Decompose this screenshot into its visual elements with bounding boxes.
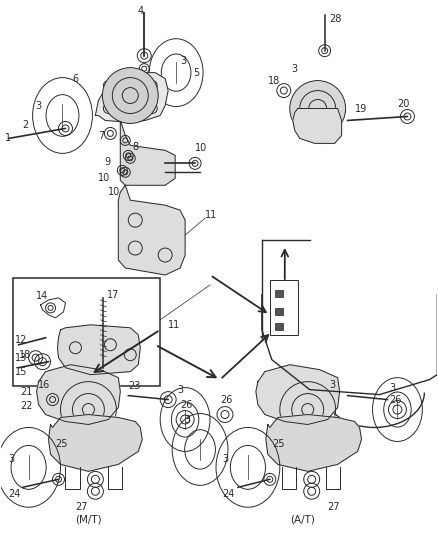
Text: 6: 6: [72, 74, 78, 84]
Text: 1: 1: [5, 133, 11, 143]
Text: 3: 3: [9, 455, 15, 464]
Polygon shape: [120, 120, 175, 185]
Polygon shape: [95, 72, 168, 123]
Text: 17: 17: [107, 290, 120, 300]
Text: 5: 5: [193, 68, 199, 78]
Polygon shape: [37, 365, 120, 424]
Bar: [275, 308, 283, 315]
Text: 3: 3: [389, 383, 396, 393]
Text: 27: 27: [328, 502, 340, 512]
Text: 27: 27: [75, 502, 88, 512]
Polygon shape: [49, 415, 142, 471]
Text: 25: 25: [272, 439, 284, 449]
Text: 28: 28: [330, 14, 342, 24]
Circle shape: [290, 80, 346, 136]
Text: 13: 13: [14, 353, 27, 363]
Text: 19: 19: [355, 103, 367, 114]
Text: 15: 15: [14, 367, 27, 377]
Text: 4: 4: [137, 6, 143, 16]
Text: 21: 21: [21, 386, 33, 397]
Text: 26: 26: [180, 400, 192, 409]
Text: 20: 20: [397, 99, 410, 109]
Text: 25: 25: [56, 439, 68, 449]
Text: 11: 11: [205, 210, 217, 220]
Text: 2: 2: [23, 120, 29, 131]
Text: 18: 18: [19, 350, 31, 360]
Polygon shape: [256, 365, 339, 424]
Text: 24: 24: [9, 489, 21, 499]
Text: 11: 11: [168, 320, 180, 330]
Text: 18: 18: [268, 76, 280, 86]
Bar: [13, 278, 160, 385]
Bar: [275, 290, 283, 297]
Text: 8: 8: [132, 142, 138, 152]
Text: 22: 22: [21, 401, 33, 410]
Text: 3: 3: [292, 63, 298, 74]
Text: 3: 3: [177, 385, 183, 394]
Polygon shape: [266, 415, 361, 471]
Text: 3: 3: [222, 455, 228, 464]
Text: 10: 10: [195, 143, 207, 154]
Text: 26: 26: [389, 394, 402, 405]
Text: (M/T): (M/T): [75, 514, 102, 524]
Bar: [275, 323, 283, 330]
Text: 9: 9: [104, 157, 110, 167]
Text: 7: 7: [99, 132, 105, 141]
Text: (A/T): (A/T): [290, 514, 314, 524]
Text: 10: 10: [99, 173, 111, 183]
Text: 10: 10: [108, 187, 120, 197]
Text: 26: 26: [220, 394, 233, 405]
Text: 3: 3: [180, 55, 186, 66]
Polygon shape: [57, 325, 140, 375]
Text: 3: 3: [184, 415, 190, 424]
Text: 16: 16: [38, 379, 50, 390]
Polygon shape: [118, 185, 185, 275]
Text: 3: 3: [330, 379, 336, 390]
Circle shape: [102, 68, 158, 124]
Text: 12: 12: [14, 335, 27, 345]
Text: 23: 23: [128, 381, 141, 391]
Text: 3: 3: [35, 101, 42, 110]
Polygon shape: [293, 109, 342, 143]
Bar: [270, 280, 298, 335]
Text: 14: 14: [35, 291, 48, 301]
Text: 24: 24: [222, 489, 234, 499]
